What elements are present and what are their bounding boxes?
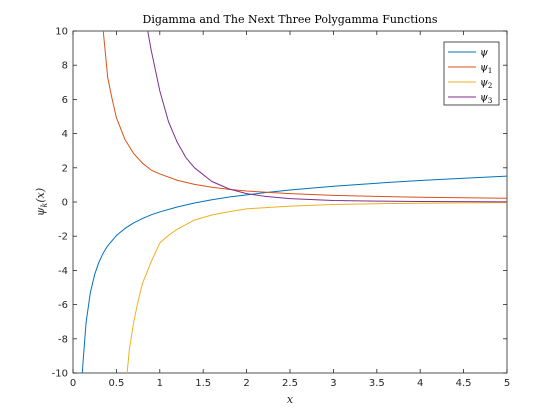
y-tick-label: -2 [58, 232, 68, 243]
legend-label-main: ψ [480, 63, 488, 74]
y-tick-label: -8 [58, 334, 68, 345]
series-line-0 [81, 175, 507, 373]
chart-title: Digamma and The Next Three Polygamma Fun… [143, 13, 438, 26]
legend-label-1: ψ1 [480, 63, 492, 76]
x-tick-label: 1.5 [195, 378, 211, 389]
x-tick-label: 5 [504, 378, 510, 389]
series-line-1 [102, 31, 507, 199]
x-tick-label: 3.5 [369, 378, 385, 389]
y-axis-label-sub: k [40, 203, 49, 208]
x-tick-label: 2.5 [282, 378, 298, 389]
legend-label-main: ψ [480, 78, 488, 89]
y-tick-label: -6 [58, 300, 68, 311]
legend-label-main: ψ [480, 93, 488, 104]
x-axis-label: x [287, 393, 294, 406]
y-axis-label-rest: (x) [34, 188, 47, 203]
y-tick-label: -4 [58, 266, 68, 277]
y-tick-label: 0 [62, 198, 68, 209]
x-tick-label: 0.5 [108, 378, 124, 389]
series-line-3 [147, 31, 507, 203]
x-tick-label: 3 [330, 378, 336, 389]
series-line-2 [126, 202, 507, 373]
legend-label-main: ψ [480, 48, 488, 59]
y-tick-label: 2 [62, 163, 68, 174]
x-tick-label: 2 [243, 378, 249, 389]
x-tick-label: 4 [417, 378, 423, 389]
legend-label-2: ψ2 [480, 78, 492, 91]
y-axis-ticks: -10 -8 -6 -4 -2 0 2 4 6 8 10 [52, 27, 507, 380]
legend-label-3: ψ3 [480, 93, 492, 106]
series-lines [81, 31, 507, 373]
legend-label-subscript: 1 [488, 67, 492, 75]
x-tick-label: 4.5 [456, 378, 472, 389]
y-tick-label: 4 [62, 129, 68, 140]
y-tick-label: 10 [55, 27, 68, 38]
y-tick-label: 8 [62, 61, 68, 72]
legend-label-subscript: 3 [488, 97, 492, 105]
legend-label-0: ψ [480, 48, 488, 59]
y-axis-label-main: ψ [34, 207, 47, 216]
x-axis-ticks: 0 0.5 1 1.5 2 2.5 3 3.5 4 4.5 5 [70, 31, 510, 389]
legend-label-subscript: 2 [488, 82, 492, 90]
x-tick-label: 1 [157, 378, 163, 389]
y-tick-label: 6 [62, 95, 68, 106]
y-axis-label: ψk(x) [34, 188, 49, 216]
x-tick-label: 0 [70, 378, 76, 389]
y-tick-label: -10 [52, 369, 68, 380]
